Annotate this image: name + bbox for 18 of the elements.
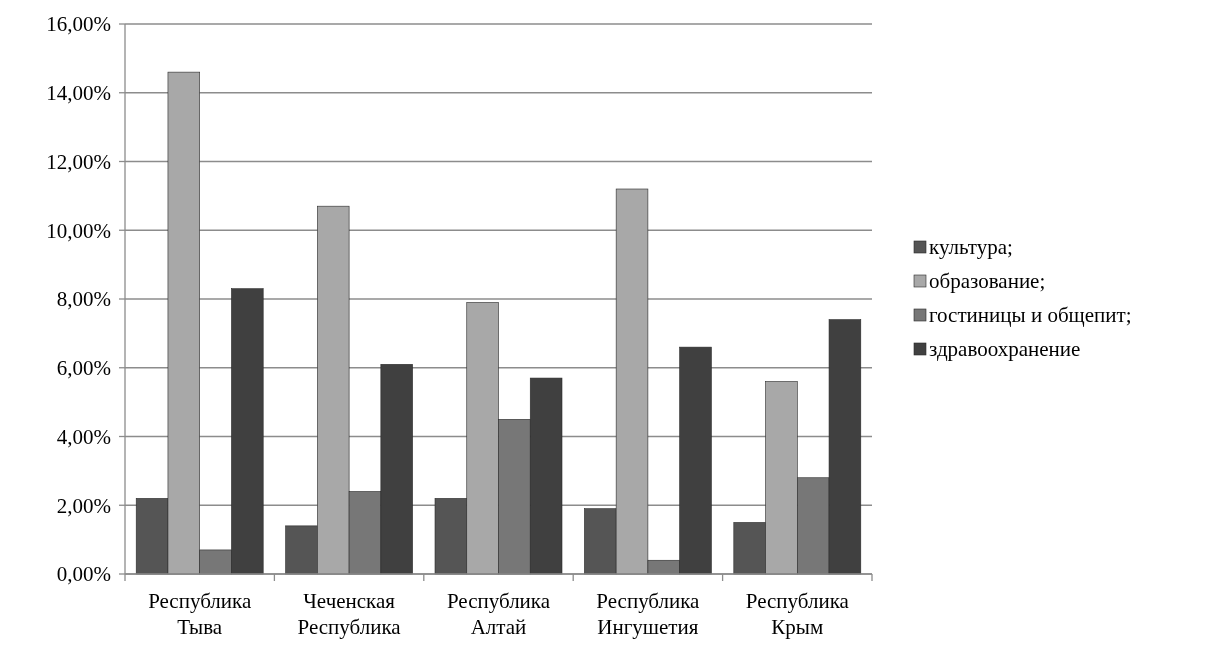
y-tick-label: 2,00%: [56, 493, 111, 518]
y-tick-label: 8,00%: [56, 287, 111, 312]
x-tick-label: Республика Алтай: [446, 589, 551, 639]
y-tick-label: 12,00%: [46, 149, 111, 174]
y-tick-label: 14,00%: [46, 81, 111, 106]
y-tick-label: 0,00%: [56, 562, 111, 587]
x-tick-label: Республика Ингушетия: [596, 589, 701, 639]
y-tick-label: 10,00%: [46, 218, 111, 243]
y-tick-label: 4,00%: [56, 424, 111, 449]
legend-label: культура;: [929, 235, 1013, 260]
y-tick-label: 6,00%: [56, 356, 111, 381]
x-tick-label: Республика Тыва: [148, 589, 252, 639]
legend-label: здравоохранение: [929, 337, 1081, 362]
y-tick-label: 16,00%: [46, 12, 111, 37]
legend-label: гостиницы и общепит;: [929, 303, 1132, 328]
legend-label: образование;: [929, 269, 1046, 294]
x-tick-label: Республика Крым: [745, 589, 850, 639]
x-tick-label: Чеченская Республика: [297, 589, 402, 639]
